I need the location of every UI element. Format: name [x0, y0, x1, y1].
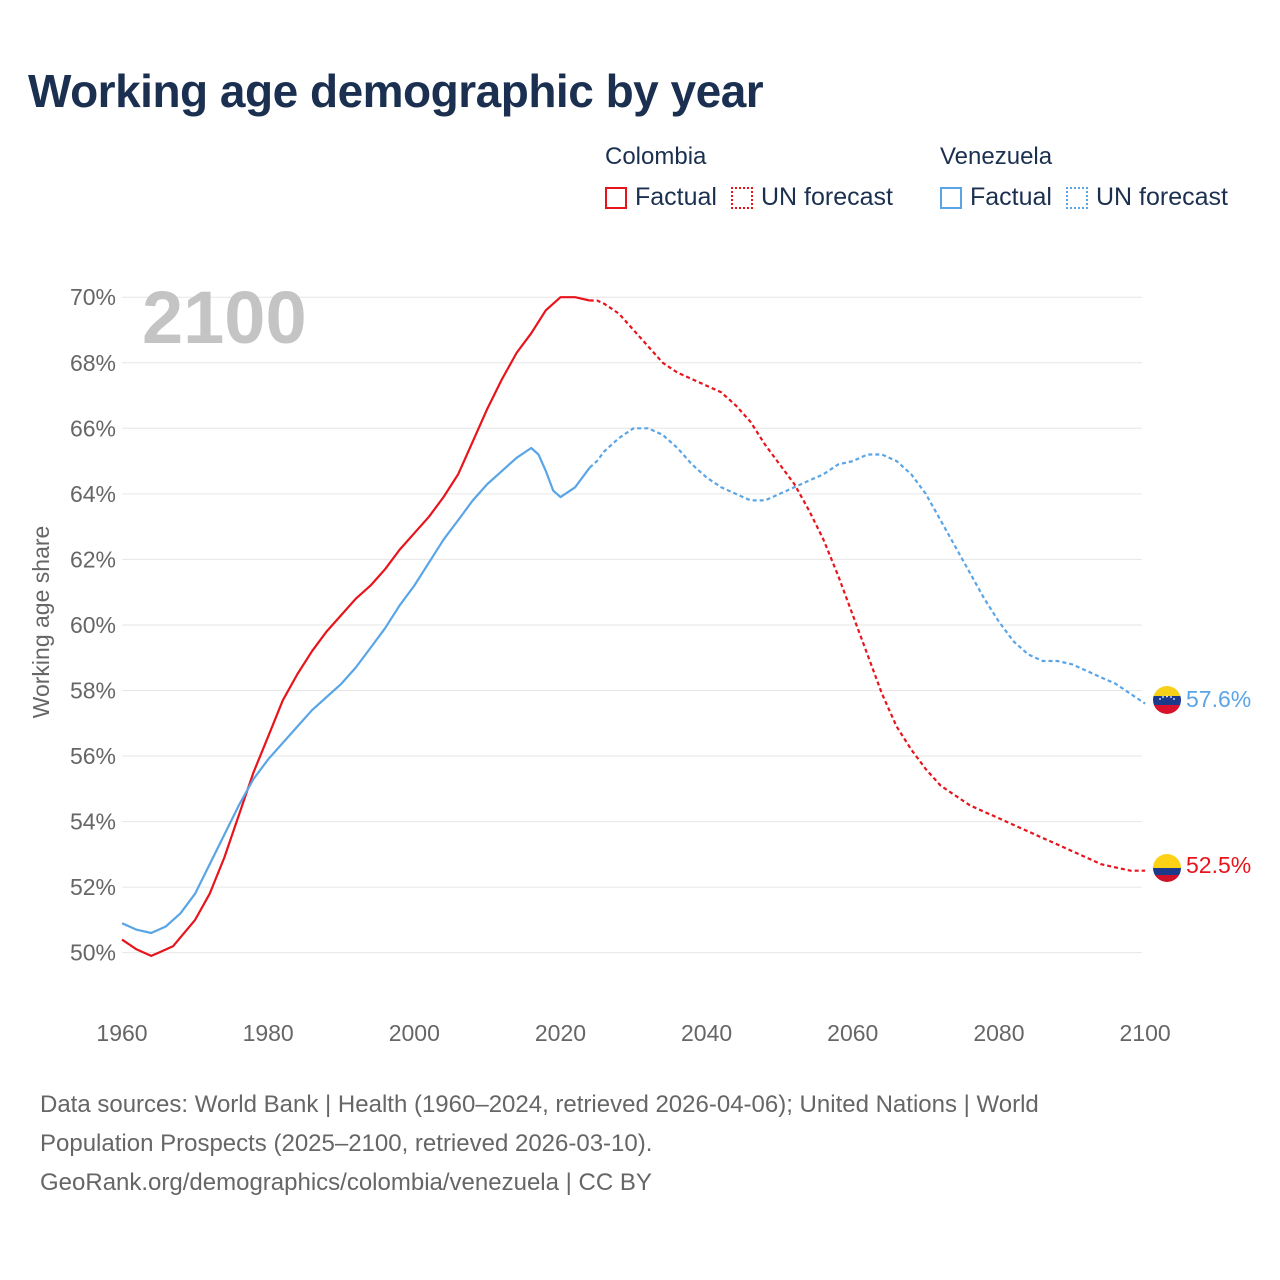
y-tick-label: 50%: [70, 940, 116, 966]
gridlines: [122, 296, 1142, 954]
legend-group-name: Colombia: [605, 143, 707, 170]
year-watermark: 2100: [142, 276, 307, 359]
y-tick-label: 70%: [70, 284, 116, 310]
x-tick-label: 1960: [96, 1020, 147, 1046]
series-line-venezuela-factual: [121, 446, 591, 935]
legend-swatch-solid: [940, 186, 962, 209]
x-axis: 1960 1980 2000 2020 2040 2060 2080 2100: [96, 1020, 1170, 1046]
legend-item-venezuela-factual[interactable]: Factual: [940, 183, 1052, 212]
legend-swatch-dotted: [1065, 186, 1088, 209]
page-title: Working age demographic by year: [28, 65, 764, 117]
y-tick-label: 56%: [70, 743, 116, 769]
series-lines: [121, 296, 1146, 957]
y-tick-label: 54%: [70, 809, 116, 835]
end-labels: 57.6% 52.5%: [1153, 686, 1251, 882]
x-tick-label: 2100: [1119, 1020, 1170, 1046]
legend-item-venezuela-forecast[interactable]: UN forecast: [1065, 183, 1228, 212]
legend-label: Factual: [635, 183, 717, 211]
legend-label: Factual: [970, 183, 1052, 211]
legend-group-venezuela: Venezuela Factual UN forecast: [940, 143, 1242, 212]
x-tick-label: 2000: [389, 1020, 440, 1046]
y-tick-label: 64%: [70, 481, 116, 507]
x-tick-label: 2080: [973, 1020, 1024, 1046]
flag-colombia-icon: [1153, 854, 1181, 882]
y-tick-label: 58%: [70, 677, 116, 703]
x-tick-label: 1980: [243, 1020, 294, 1046]
end-label-venezuela: 57.6%: [1186, 686, 1251, 712]
x-tick-label: 2020: [535, 1020, 586, 1046]
y-tick-label: 62%: [70, 546, 116, 572]
y-tick-label: 68%: [70, 350, 116, 376]
y-tick-label: 60%: [70, 612, 116, 638]
y-axis: 50% 52% 54% 56% 58% 60% 62% 64% 66% 68% 70%: [70, 284, 116, 965]
line-chart: 2100 50% 52% 54% 56% 58% 60% 62% 64% 66% 68% 70% 1…: [28, 276, 1251, 1046]
legend-item-colombia-forecast[interactable]: UN forecast: [730, 183, 893, 212]
legend-group-colombia: Colombia Factual UN forecast: [605, 143, 907, 212]
series-line-colombia-forecast: [589, 299, 1146, 872]
x-tick-label: 2040: [681, 1020, 732, 1046]
y-tick-label: 66%: [70, 415, 116, 441]
y-tick-label: 52%: [70, 874, 116, 900]
end-label-colombia: 52.5%: [1186, 852, 1251, 878]
series-line-colombia-factual: [121, 296, 590, 957]
y-axis-label: Working age share: [28, 526, 54, 719]
legend-swatch-solid: [605, 186, 627, 209]
footer-sources-line-2: Population Prospects (2025–2100, retriev…: [40, 1130, 653, 1157]
legend-label: UN forecast: [1095, 183, 1228, 211]
footer-credit[interactable]: GeoRank.org/demographics/colombia/venezu…: [40, 1169, 652, 1196]
legend-label: UN forecast: [760, 183, 893, 211]
footer: Data sources: World Bank | Health (1960–…: [40, 1085, 1220, 1202]
flag-venezuela-icon: [1153, 686, 1181, 714]
legend-group-name: Venezuela: [940, 143, 1053, 170]
series-line-venezuela-forecast: [588, 427, 1146, 705]
legend-swatch-dotted: [730, 186, 753, 209]
legend-item-colombia-factual[interactable]: Factual: [605, 183, 717, 212]
footer-sources-line-1: Data sources: World Bank | Health (1960–…: [40, 1091, 1039, 1118]
x-tick-label: 2060: [827, 1020, 878, 1046]
